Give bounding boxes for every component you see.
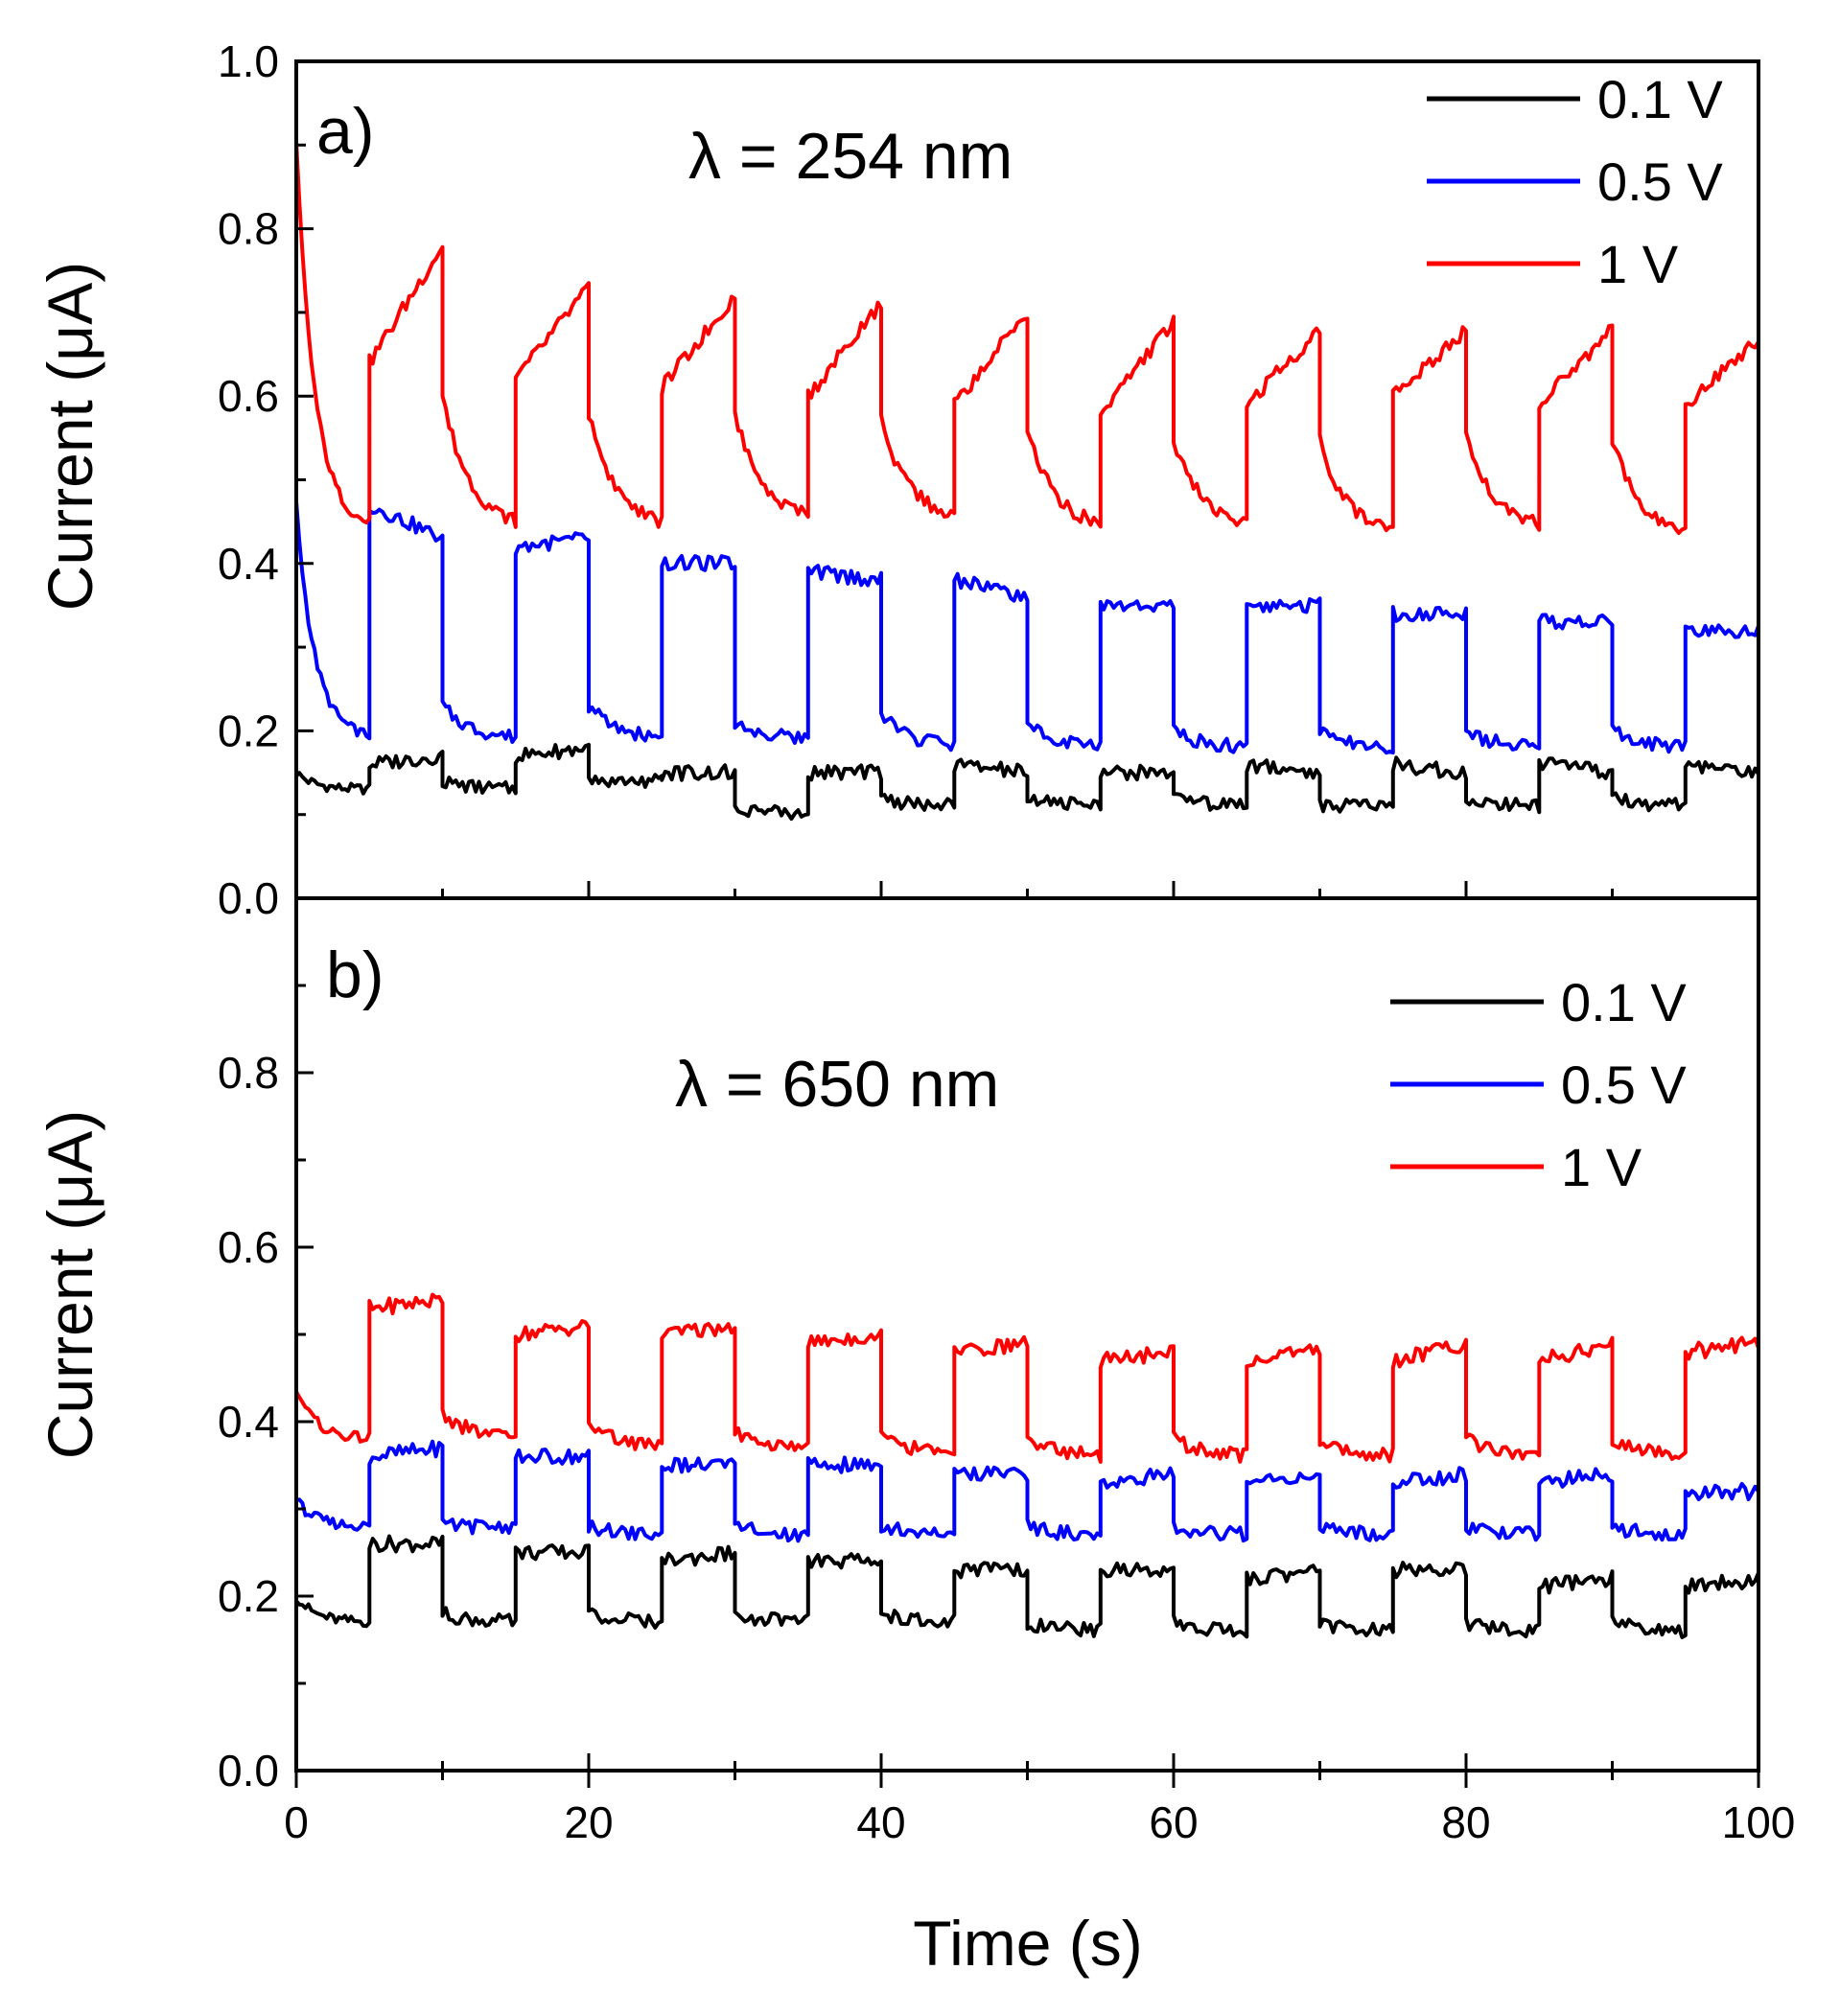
series-line-0_5V: [295, 1439, 1760, 1543]
series-line-1V: [294, 141, 1760, 535]
legend-label: 0.1 V: [1597, 69, 1723, 129]
legend-label: 0.1 V: [1561, 972, 1687, 1032]
legend-label: 1 V: [1561, 1137, 1642, 1197]
panel-b-wavelength: λ = 650 nm: [675, 1048, 999, 1121]
panel-a-ticks: 0.0 0.2 0.4 0.6 0.8 1.0: [218, 36, 1760, 923]
y-tick-label: 0.2: [218, 1571, 279, 1621]
y-tick-label: 0.8: [218, 204, 279, 254]
legend-label: 0.5 V: [1597, 151, 1723, 212]
panel-b-ticks: 0.0 0.2 0.4 0.6 0.8 0 20 40 60 80 100: [218, 896, 1796, 1847]
panel-b-label: b): [326, 938, 384, 1011]
panel-b-legend: 0.1 V 0.5 V 1 V: [1390, 972, 1687, 1197]
y-tick-label: 0.2: [218, 706, 279, 755]
x-tick-label: 80: [1441, 1797, 1490, 1847]
panel-a-label: a): [316, 95, 374, 168]
series-line-0_1V: [294, 1534, 1760, 1639]
panel-b-frame: [294, 896, 1760, 1773]
legend-label: 0.5 V: [1561, 1054, 1687, 1115]
y-tick-label: 0.8: [218, 1048, 279, 1098]
y-tick-label: 0.0: [218, 873, 279, 923]
x-tick-label: 40: [856, 1797, 905, 1847]
x-tick-label: 0: [284, 1797, 309, 1847]
series-line-0_5V: [294, 500, 1760, 755]
series-line-0_1V: [294, 742, 1760, 822]
series-line-1V: [294, 1292, 1760, 1464]
y-tick-label: 0.6: [218, 371, 279, 421]
panel-a: 0.00.20.40.60.81.0 a) λ = 254 nm 0.1 V0.…: [218, 36, 1760, 923]
y-tick-label: 0.0: [218, 1746, 279, 1796]
panel-a-y-axis-title: Current (μA): [35, 262, 105, 611]
legend-label: 1 V: [1597, 234, 1679, 294]
y-tick-label: 0.4: [218, 1397, 279, 1447]
panel-a-legend: 0.1 V 0.5 V 1 V: [1427, 69, 1723, 294]
y-tick-label: 0.4: [218, 539, 279, 589]
x-tick-label: 100: [1722, 1797, 1796, 1847]
panel-a-wavelength: λ = 254 nm: [688, 120, 1013, 193]
x-tick-label: 60: [1149, 1797, 1198, 1847]
x-axis-title: Time (s): [913, 1908, 1143, 1979]
panel-b-y-axis-title: Current (μA): [35, 1110, 105, 1459]
panel-a-series: [294, 141, 1760, 822]
panel-b: 0.0 0.2 0.4 0.6 0.8 0 20 40 60 80 100 b) λ = 650 n…: [218, 896, 1796, 1847]
y-tick-label: 0.6: [218, 1222, 279, 1272]
y-tick-label: 1.0: [218, 36, 279, 86]
panel-b-series: [294, 1292, 1760, 1639]
x-tick-label: 20: [564, 1797, 613, 1847]
